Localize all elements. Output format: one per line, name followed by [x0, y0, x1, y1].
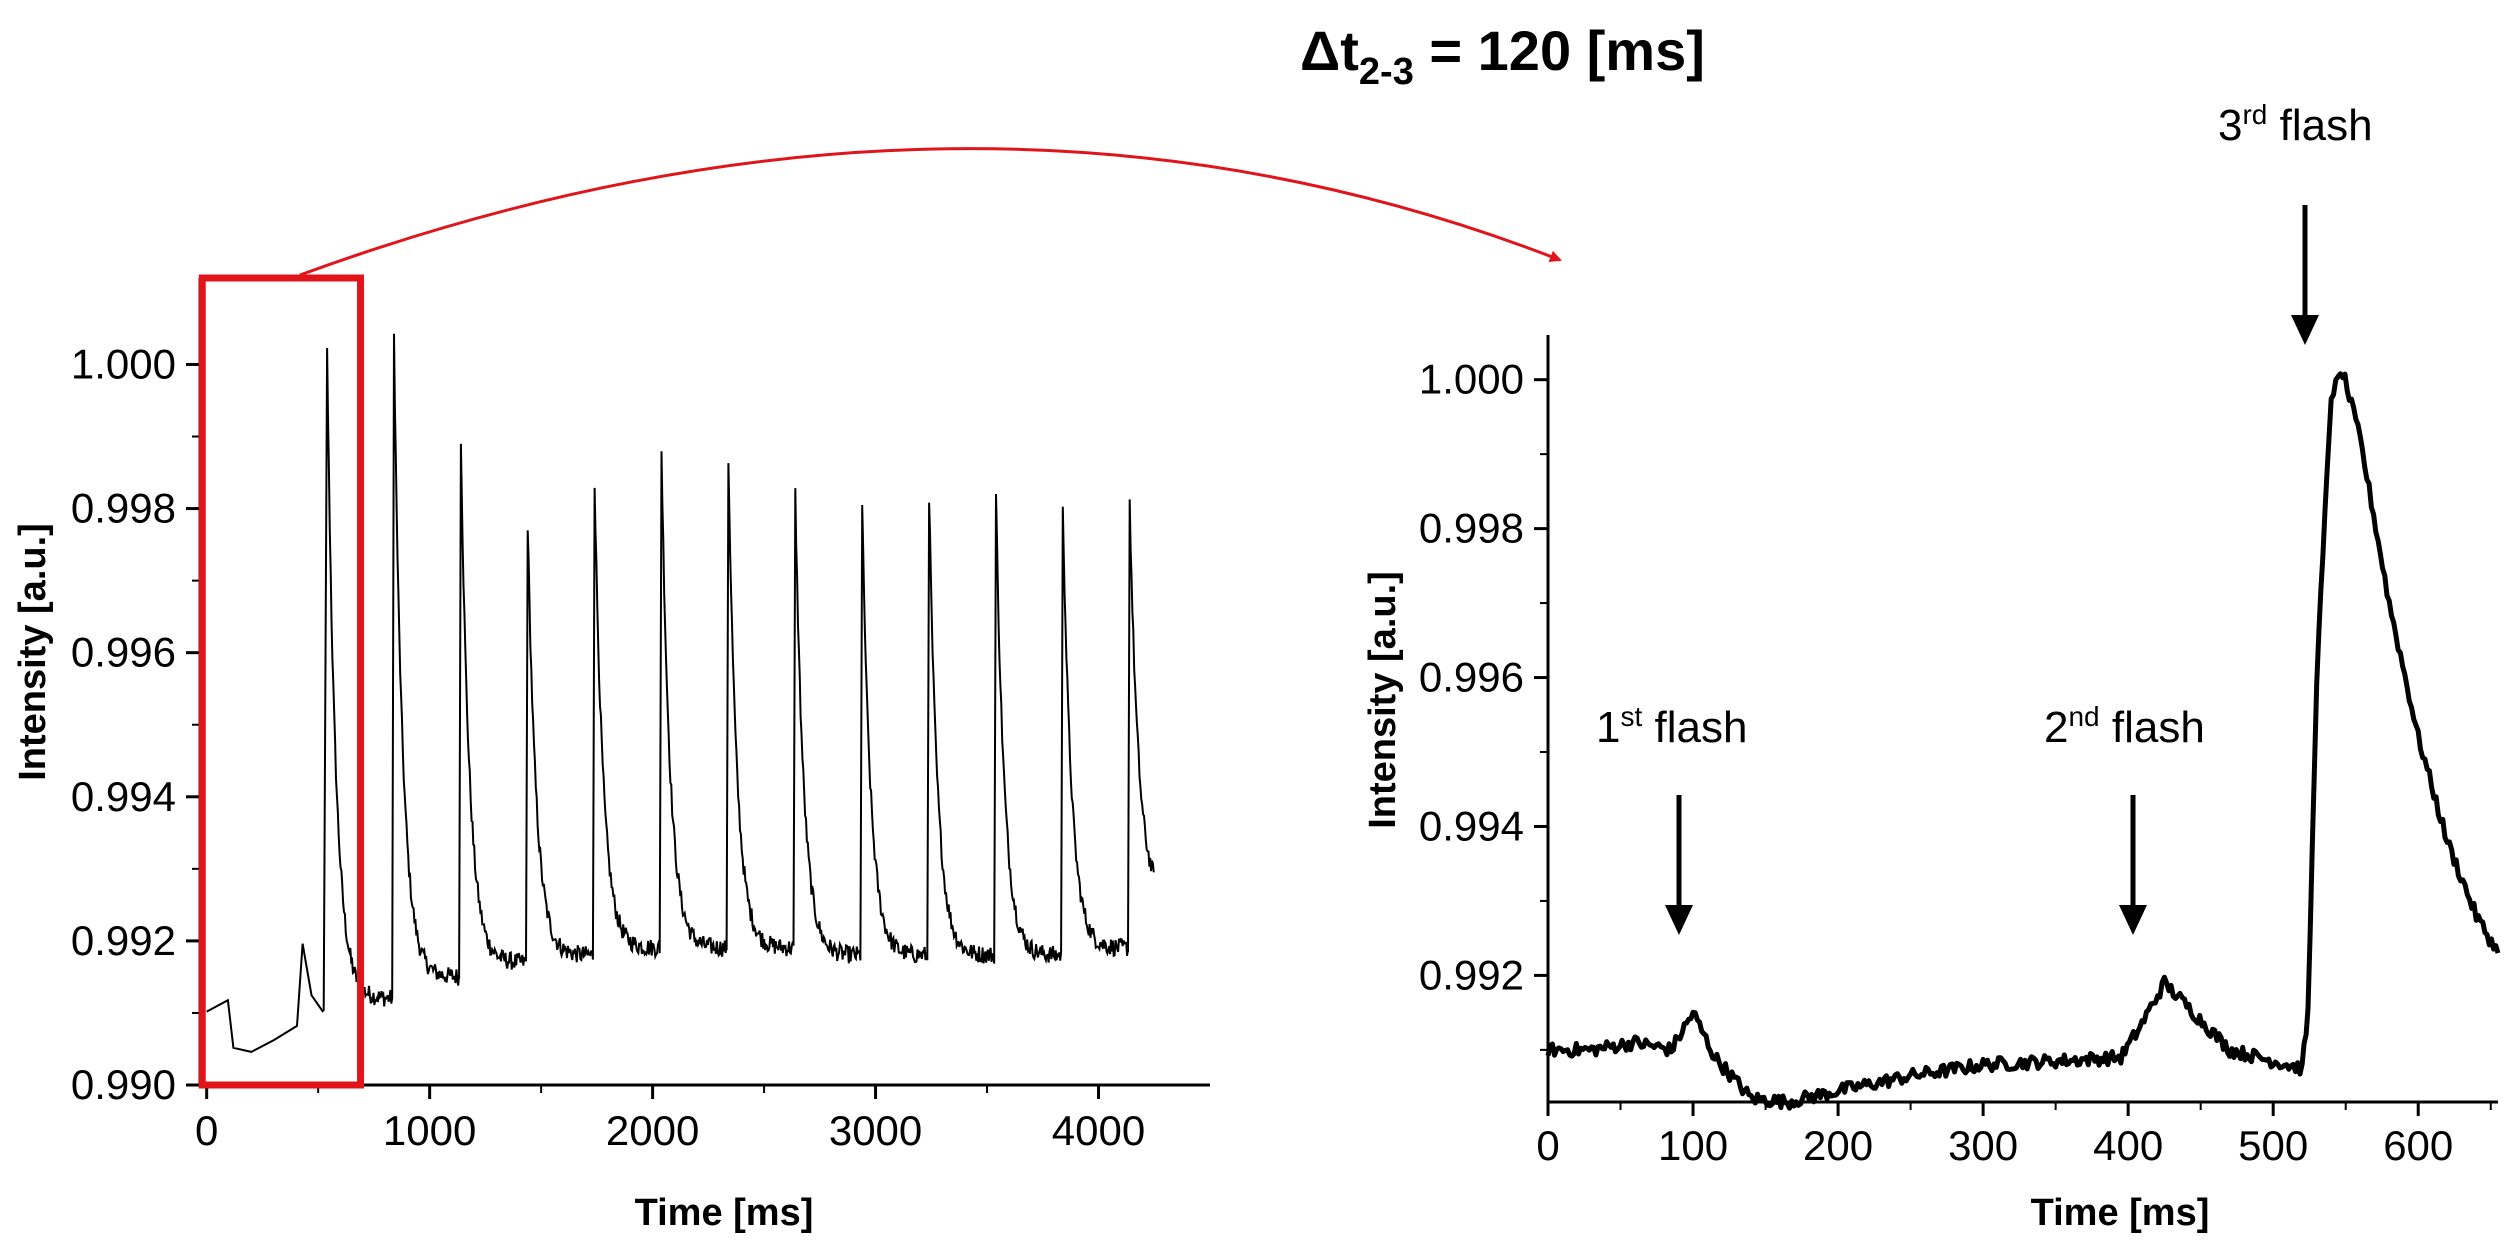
left-chart: 0 1000 2000 3000 4000 0.990 0.992 0.994 0.996 0.9…	[12, 274, 1210, 1234]
left-x-tick-label: 3000	[829, 1107, 922, 1154]
right-x-tick-label: 400	[2093, 1122, 2163, 1169]
arrow-3rd-flash	[2291, 205, 2319, 345]
right-x-tick-label: 500	[2238, 1122, 2308, 1169]
left-axes: 0 1000 2000 3000 4000 0.990 0.992 0.994 0.996 0.9…	[71, 278, 1210, 1154]
left-y-tick-label: 0.994	[71, 773, 176, 820]
right-y-tick-label: 1.000	[1419, 356, 1524, 403]
right-y-tick-label: 0.996	[1419, 654, 1524, 701]
right-x-tick-label: 300	[1948, 1122, 2018, 1169]
right-y-tick-label: 0.992	[1419, 951, 1524, 998]
right-x-axis-title: Time [ms]	[2031, 1192, 2210, 1234]
right-chart: 0 100 200 300 400 500 600 0.992 0.994 0.996 0.998 1…	[1362, 99, 2501, 1234]
left-y-tick-label: 0.996	[71, 629, 176, 676]
right-y-tick-label: 0.994	[1419, 802, 1524, 849]
left-y-tick-label: 0.990	[71, 1061, 176, 1108]
right-x-tick-label: 200	[1803, 1122, 1873, 1169]
zoom-arrow	[299, 147, 1562, 277]
right-y-tick-label: 0.998	[1419, 505, 1524, 552]
left-y-axis-title: Intensity [a.u.]	[12, 523, 54, 781]
left-x-axis-title: Time [ms]	[635, 1192, 814, 1234]
left-x-tick-label: 4000	[1052, 1107, 1145, 1154]
right-x-tick-label: 0	[1536, 1122, 1559, 1169]
annotation-3rd-flash: 3rd flash	[2218, 99, 2373, 150]
right-y-axis-title: Intensity [a.u.]	[1362, 571, 1404, 829]
left-y-tick-label: 1.000	[71, 340, 176, 387]
annotation-1st-flash: 1st flash	[1596, 701, 1747, 752]
arrow-2nd-flash	[2119, 795, 2147, 935]
left-y-tick-label: 0.992	[71, 917, 176, 964]
left-y-tick-label: 0.998	[71, 485, 176, 532]
arrow-1st-flash	[1665, 795, 1693, 935]
annotation-2nd-flash: 2nd flash	[2044, 701, 2205, 752]
left-x-tick-label: 2000	[606, 1107, 699, 1154]
figure-title: Δt2-3 = 120 [ms]	[1300, 19, 1705, 93]
left-x-tick-label: 1000	[383, 1107, 476, 1154]
right-intensity-line	[1545, 371, 2501, 1111]
left-x-tick-label: 0	[195, 1107, 218, 1154]
left-intensity-line	[206, 333, 1155, 1053]
zoom-highlight-box	[198, 274, 365, 1089]
right-x-tick-label: 100	[1658, 1122, 1728, 1169]
right-axes: 0 100 200 300 400 500 600 0.992 0.994 0.996 0.998 1…	[1419, 335, 2498, 1169]
right-x-tick-label: 600	[2383, 1122, 2453, 1169]
